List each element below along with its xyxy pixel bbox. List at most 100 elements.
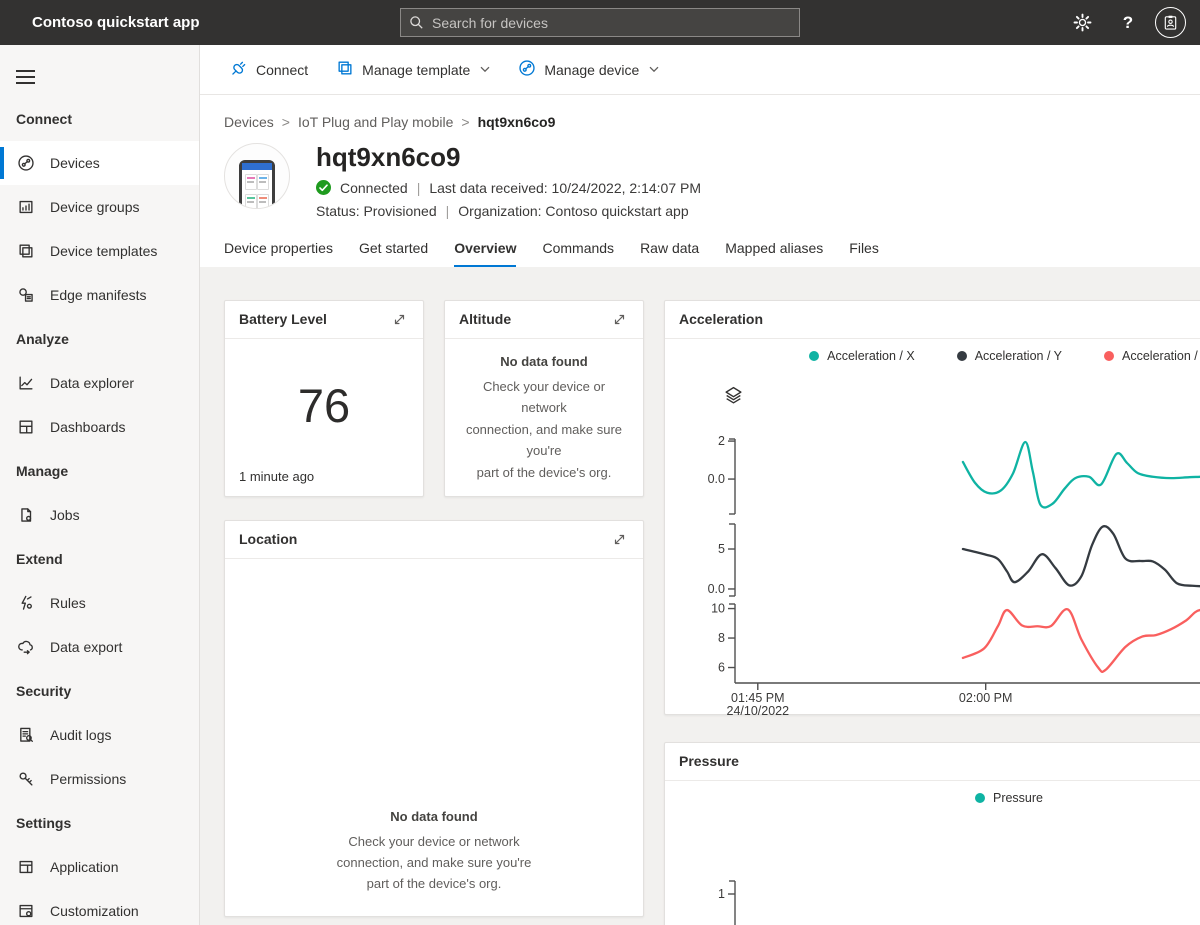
sidebar-item-permissions[interactable]: Permissions [0,757,199,801]
sidebar-item-customization[interactable]: Customization [0,889,199,925]
sidebar-item-device-groups[interactable]: Device groups [0,185,199,229]
sidebar-item-label: Dashboards [50,419,126,435]
svg-text:2: 2 [718,434,725,448]
svg-text:0.0: 0.0 [708,582,725,596]
permissions-icon [16,769,36,789]
tab-raw-data[interactable]: Raw data [640,239,700,256]
customization-icon [16,901,36,921]
card-title: Battery Level [239,311,327,328]
status-separator: | [445,202,450,219]
command-toolbar: Connect Manage template Manage device [200,45,1200,95]
svg-text:8: 8 [718,631,725,645]
sidebar-section-manage: Manage [16,463,69,479]
search-box[interactable] [400,8,800,37]
jobs-icon [16,505,36,525]
sidebar-item-dashboards[interactable]: Dashboards [0,405,199,449]
audit-logs-icon [16,725,36,745]
sidebar-section-settings: Settings [16,815,72,831]
toolbar-button-manage-device[interactable]: Manage device [518,59,659,80]
toolbar-button-label: Connect [256,61,309,78]
manage-device-icon [518,59,536,80]
settings-gear-button[interactable] [1062,0,1102,45]
tab-device-properties[interactable]: Device properties [224,239,333,256]
tab-get-started[interactable]: Get started [358,239,429,256]
layers-icon[interactable] [723,385,744,406]
rules-icon [16,593,36,613]
sidebar-item-label: Edge manifests [50,287,147,303]
app-title: Contoso quickstart app [32,14,200,31]
sidebar-item-devices[interactable]: Devices [0,141,199,185]
sidebar-item-label: Devices [50,155,100,171]
legend-item-pressure[interactable]: Pressure [974,790,1044,805]
svg-text:02:00 PM: 02:00 PM [959,691,1013,705]
expand-button[interactable] [610,530,629,549]
device-status-row: Connected | Last data received: 10/24/2022… [316,180,701,196]
legend-dot [809,350,820,361]
search-input[interactable] [432,14,791,31]
expand-icon [614,534,625,544]
empty-state-message: Check your device or network connection,… [336,833,532,892]
legend-label: Acceleration / Z [1122,348,1200,363]
sidebar-item-label: Rules [50,595,86,611]
device-icon [16,153,36,173]
dashboards-icon [16,417,36,437]
sidebar-item-label: Application [50,859,119,875]
svg-text:01:45 PM: 01:45 PM [731,691,785,705]
battery-value: 76 [297,378,351,432]
sidebar-item-label: Device groups [50,199,140,215]
sidebar-item-label: Jobs [50,507,80,523]
breadcrumb-item-iot-plug-and-play-mobile[interactable]: IoT Plug and Play mobile [297,114,454,130]
sidebar-item-data-export[interactable]: Data export [0,625,199,669]
sidebar-item-jobs[interactable]: Jobs [0,493,199,537]
sidebar-section-connect: Connect [16,111,72,127]
empty-state-message: Check your device or network connection,… [465,378,623,480]
sidebar-item-label: Data explorer [50,375,135,391]
tab-commands[interactable]: Commands [542,239,615,256]
legend-item-acceleration-y[interactable]: Acceleration / Y [956,348,1063,363]
device-groups-icon [16,197,36,217]
chart-legend: Pressure [735,791,1200,805]
toolbar-button-manage-template[interactable]: Manage template [336,59,490,80]
status-text: Status: Provisioned [316,202,437,219]
page-header: Devices > IoT Plug and Play mobile > hqt9xn6… [200,114,1200,267]
expand-button[interactable] [610,310,629,329]
data-explorer-icon [16,373,36,393]
breadcrumb-item-hqt9xn6co9: hqt9xn6co9 [477,114,556,130]
legend-item-acceleration-x[interactable]: Acceleration / X [809,349,915,363]
breadcrumb-separator: > [461,114,470,130]
acceleration-chart-card: Acceleration Acceleration / X Acceleratio… [664,299,1200,716]
breadcrumb-item-devices[interactable]: Devices [224,114,274,130]
account-avatar-button[interactable] [1150,0,1190,45]
svg-text:5: 5 [718,542,725,556]
pressure-chart: 1 [718,880,736,925]
legend-item-acceleration-z[interactable]: Acceleration / Z [1104,349,1200,363]
sidebar-item-application[interactable]: Application [0,845,199,889]
status-separator: | [416,179,421,196]
toolbar-button-label: Manage device [544,61,640,78]
sidebar-section-security: Security [16,683,72,699]
sidebar-item-edge-manifests[interactable]: Edge manifests [0,273,199,317]
top-app-bar: Contoso quickstart app ? [0,0,1200,45]
sidebar-item-data-explorer[interactable]: Data explorer [0,361,199,405]
tab-files[interactable]: Files [849,239,879,256]
expand-button[interactable] [390,310,409,329]
device-info: hqt9xn6co9 Connected | Last data received:… [316,142,701,219]
legend-label: Pressure [992,790,1044,805]
status-text: Connected [340,179,408,196]
hamburger-menu-button[interactable] [0,57,60,97]
legend-dot [974,792,985,803]
toolbar-button-connect[interactable]: Connect [230,59,308,80]
connected-check-icon [316,180,331,196]
phone-thumbnail [239,160,275,208]
device-templates-icon [16,241,36,261]
svg-text:10: 10 [711,601,725,615]
tab-mapped-aliases[interactable]: Mapped aliases [725,239,824,256]
sidebar-item-device-templates[interactable]: Device templates [0,229,199,273]
tab-overview[interactable]: Overview [454,240,517,267]
breadcrumb-separator: > [281,114,290,130]
sidebar-item-audit-logs[interactable]: Audit logs [0,713,199,757]
legend-label: Acceleration / Y [974,348,1063,363]
help-button[interactable]: ? [1108,0,1148,45]
sidebar-item-rules[interactable]: Rules [0,581,199,625]
